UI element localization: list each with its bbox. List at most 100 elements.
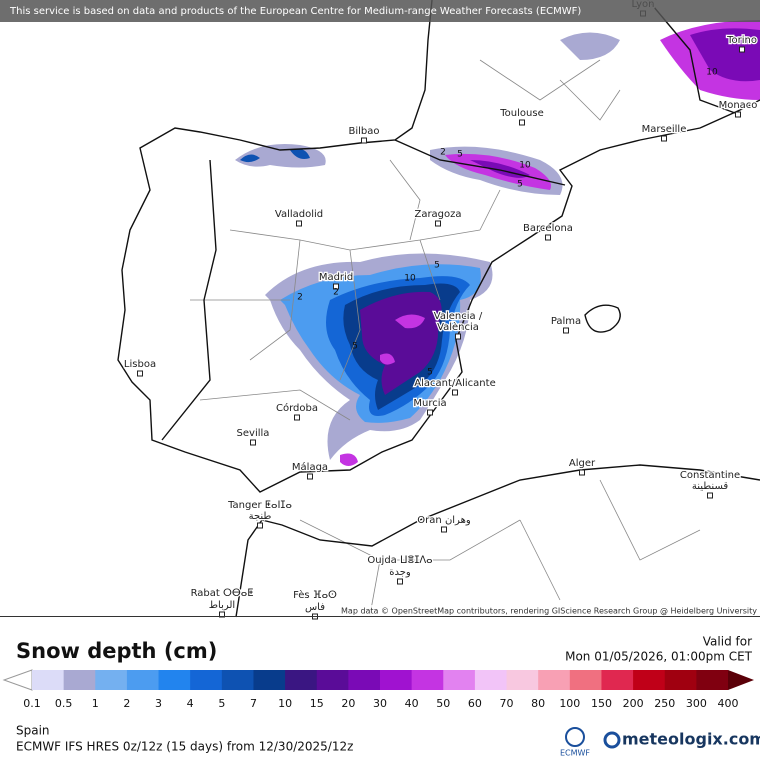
model-info: ECMWF IFS HRES 0z/12z (15 days) from 12/… <box>16 740 353 754</box>
legend-swatch <box>221 670 254 690</box>
city-marker <box>250 439 256 446</box>
legend-swatch <box>474 670 508 690</box>
contour-label: 5 <box>427 368 433 378</box>
city-marker <box>333 283 339 290</box>
contour-label: 5 <box>517 180 523 190</box>
meteologix-icon <box>603 731 621 749</box>
contour-label: 2 <box>440 148 446 158</box>
legend-swatch <box>316 670 349 690</box>
city-label: Torino <box>726 35 757 46</box>
city-marker <box>455 333 461 340</box>
legend-level-label: 2 <box>123 697 130 710</box>
city-label: Fès ⴼⴰⵙ <box>293 589 337 601</box>
city-marker <box>735 111 741 118</box>
legend-swatch <box>569 670 602 690</box>
city-marker <box>296 220 302 227</box>
city-label: وجدة <box>389 567 411 578</box>
legend-level-label: 200 <box>623 697 644 710</box>
legend-swatch <box>285 670 318 690</box>
snow-field <box>235 20 760 466</box>
city-label: فاس <box>305 602 325 613</box>
region-borders <box>190 59 701 616</box>
legend-level-label: 4 <box>187 697 194 710</box>
legend-swatch <box>126 670 160 690</box>
legend-level-label: 150 <box>591 697 612 710</box>
city-marker <box>435 220 441 227</box>
meteologix-logo: meteologix.com <box>622 730 760 749</box>
legend-level-label: 0.1 <box>23 697 41 710</box>
legend-level-label: 3 <box>155 697 162 710</box>
city-label: طنجة <box>249 511 272 522</box>
city-label: الرباط <box>209 600 235 611</box>
coastlines <box>117 0 760 618</box>
city-label: Oujda ⵡⴻⵊⴷⴰ <box>367 555 432 566</box>
city-label: Toulouse <box>499 108 543 119</box>
legend-level-label: 20 <box>341 697 355 710</box>
city-label: Madrid <box>319 272 353 283</box>
city-marker <box>519 119 525 126</box>
city-marker <box>257 522 263 529</box>
city-marker <box>707 492 713 499</box>
city-label: Zaragoza <box>414 209 461 220</box>
top-attribution: This service is based on data and produc… <box>9 6 581 17</box>
legend-level-label: 80 <box>531 697 545 710</box>
ecmwf-icon <box>565 727 585 747</box>
attribution-box <box>336 605 760 617</box>
city-label: Constantine <box>680 470 740 481</box>
legend-swatch <box>506 670 539 690</box>
legend-swatch <box>253 670 286 690</box>
city-layer: LyonTorinoMonacoToulouseMarseilleBilbaoV… <box>123 0 759 620</box>
legend-swatch <box>411 670 444 690</box>
city-label: Barcelona <box>523 223 573 234</box>
contour-label: 10 <box>404 274 416 284</box>
city-label: قسنطينة <box>692 481 729 492</box>
legend-level-label: 30 <box>373 697 387 710</box>
city-marker <box>397 578 403 585</box>
city-label: Lisboa <box>124 359 156 370</box>
ecmwf-logo: ECMWF <box>560 749 590 758</box>
legend-swatch <box>348 670 381 690</box>
city-marker <box>137 370 143 377</box>
city-label: Oran وهران <box>417 515 471 526</box>
city-label: Alger <box>569 458 596 469</box>
legend-swatch <box>696 670 729 690</box>
legend-swatch <box>63 670 96 690</box>
city-marker <box>739 46 745 53</box>
legend-swatch <box>538 670 571 690</box>
legend-swatch <box>158 670 191 690</box>
city-label: Marseille <box>642 124 687 135</box>
top-banner <box>0 0 760 22</box>
city-label: Bilbao <box>348 126 379 137</box>
legend-level-label: 0.5 <box>55 697 73 710</box>
legend-level-label: 300 <box>686 697 707 710</box>
legend-under-arrow <box>2 669 33 691</box>
city-marker <box>294 414 300 421</box>
valid-time: Mon 01/05/2026, 01:00pm CET <box>565 650 753 664</box>
city-label: València <box>437 321 479 333</box>
city-marker <box>579 469 585 476</box>
contour-label: 5 <box>352 342 358 352</box>
city-label: Sevilla <box>237 428 270 439</box>
city-label: Monaco <box>719 100 758 111</box>
city-marker <box>441 526 447 533</box>
contour-label: 5 <box>434 261 440 271</box>
city-label: Alacant/Alicante <box>414 378 495 389</box>
city-label: Rabat ⵔⴱⴰⵟ <box>191 588 254 599</box>
legend-swatch <box>601 670 634 690</box>
legend-level-label: 70 <box>500 697 514 710</box>
valid-label: Valid for <box>703 635 752 649</box>
legend-level-label: 10 <box>278 697 292 710</box>
city-marker <box>452 389 458 396</box>
legend-level-label: 40 <box>405 697 419 710</box>
city-label: Murcia <box>413 398 446 409</box>
city-label: Málaga <box>292 461 328 473</box>
contour-label: 10 <box>706 68 718 78</box>
legend-swatch <box>32 670 65 690</box>
contour-label: 2 <box>297 293 303 303</box>
city-marker <box>427 409 433 416</box>
city-marker <box>361 137 367 144</box>
contour-label: 2 <box>333 288 339 298</box>
legend-swatch <box>380 670 413 690</box>
city-label: Córdoba <box>276 402 318 414</box>
